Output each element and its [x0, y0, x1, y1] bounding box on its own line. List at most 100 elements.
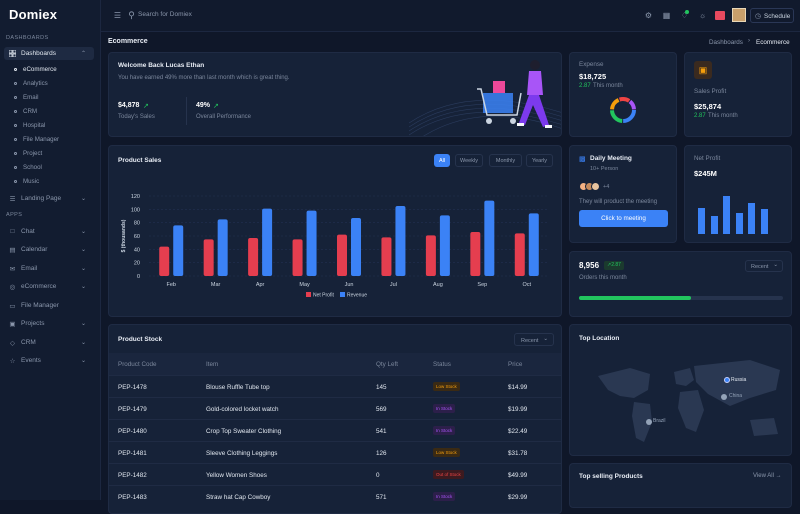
- sales-profit-card: ▣ Sales Profit $25,874 2.87 This month: [684, 52, 792, 137]
- avatar[interactable]: [732, 8, 746, 22]
- sales-profit-change: 2.87: [694, 113, 706, 119]
- bar-net-profit[interactable]: [470, 232, 481, 276]
- chevron-down-icon: ⌄: [80, 321, 86, 327]
- bar-net-profit[interactable]: [159, 246, 170, 276]
- sidebar: Domiex DASHBOARDS Dashboards ⌃ eCommerce…: [0, 0, 101, 500]
- y-tick-label: 0: [137, 274, 140, 280]
- bar-revenue[interactable]: [484, 200, 495, 276]
- todays-sales-label: Today's Sales: [118, 114, 155, 120]
- trend-up-icon: ↗: [213, 103, 219, 110]
- sidebar-item-ecommerce[interactable]: eCommerce: [14, 66, 57, 73]
- flag-icon[interactable]: [715, 11, 725, 20]
- item-name: Blouse Ruffle Tube top: [206, 384, 270, 391]
- video-icon: ▩: [579, 156, 586, 163]
- orders-dropdown[interactable]: Recent ⌄: [745, 260, 783, 272]
- sidebar-item-project[interactable]: Project: [14, 150, 42, 157]
- nav-projects[interactable]: ▣ Projects ⌄: [9, 320, 86, 328]
- table-row[interactable]: PEP-1483 Straw hat Cap Cowboy 571 $29.99 In …: [109, 485, 561, 507]
- search-input[interactable]: Search for Domiex: [138, 11, 192, 18]
- bar-net-profit[interactable]: [248, 238, 259, 276]
- bar-revenue[interactable]: [351, 218, 361, 276]
- table-row[interactable]: PEP-1479 Gold-colored locket watch 569 $19.…: [109, 397, 561, 419]
- click-to-meeting-button[interactable]: Click to meeting: [579, 210, 668, 227]
- sidebar-item-file-manager[interactable]: File Manager: [14, 136, 59, 143]
- nav-dashboards[interactable]: Dashboards ⌃: [4, 47, 94, 60]
- expense-change: 2.87: [579, 83, 591, 89]
- section-apps: APPS: [6, 212, 23, 218]
- chevron-down-icon: ⌄: [773, 262, 778, 268]
- tab-weekly[interactable]: Weekly: [455, 154, 483, 167]
- nav-events[interactable]: ☆ Events ⌄: [9, 357, 86, 365]
- nav-landing-page[interactable]: ☰ Landing Page ⌄: [9, 195, 86, 203]
- legend-label[interactable]: Net Profit: [313, 293, 334, 299]
- bar-revenue[interactable]: [173, 225, 184, 276]
- bar-net-profit[interactable]: [514, 233, 525, 276]
- bar-net-profit[interactable]: [337, 234, 347, 276]
- meeting-text: They will product the meeting: [579, 199, 658, 205]
- net-profit-card: Net Profit $245M: [684, 145, 792, 243]
- app-logo[interactable]: Domiex: [9, 7, 58, 22]
- item-name: Straw hat Cap Cowboy: [206, 494, 271, 501]
- table-row[interactable]: PEP-1480 Crop Top Sweater Clothing 541 $22.…: [109, 419, 561, 441]
- schedule-button[interactable]: ◷ Schedule: [750, 8, 794, 23]
- sidebar-item-music[interactable]: Music: [14, 178, 39, 185]
- tab-monthly[interactable]: Monthly: [489, 154, 522, 167]
- map-marker[interactable]: [646, 419, 652, 425]
- nav-chat[interactable]: □ Chat ⌄: [10, 228, 86, 235]
- view-all-link[interactable]: View All →: [753, 473, 782, 479]
- bar-revenue[interactable]: [217, 219, 228, 276]
- bar-net-profit[interactable]: [425, 235, 436, 276]
- apps-grid-icon[interactable]: ▦: [662, 11, 671, 20]
- bell-icon[interactable]: ♢: [680, 11, 689, 20]
- qty-left: 569: [376, 406, 387, 413]
- shopping-illustration: [477, 60, 552, 128]
- nav-calendar[interactable]: ▤ Calendar ⌄: [9, 246, 86, 254]
- legend-swatch: [306, 292, 311, 297]
- search-icon: ⚲: [128, 10, 135, 20]
- stock-dropdown[interactable]: Recent ⌄: [514, 333, 554, 346]
- nav-crm[interactable]: ◇ CRM ⌄: [10, 339, 86, 347]
- sidebar-item-email[interactable]: Email: [14, 94, 38, 101]
- sidebar-item-analytics[interactable]: Analytics: [14, 80, 48, 87]
- bar-net-profit[interactable]: [292, 239, 303, 276]
- net-profit-value: $245M: [694, 169, 717, 178]
- bar-revenue[interactable]: [439, 215, 450, 276]
- menu-toggle-icon[interactable]: ☰: [113, 11, 122, 20]
- product-stock-card: Product Stock Recent ⌄ Product Code Item…: [108, 324, 562, 514]
- theme-icon[interactable]: ☼: [698, 11, 707, 20]
- trend-up-icon: ↗: [143, 103, 149, 110]
- expense-period: This month: [593, 83, 623, 89]
- table-row[interactable]: PEP-1478 Blouse Ruffle Tube top 145 $14.99 L…: [109, 375, 561, 397]
- arrow-right-icon: →: [775, 473, 782, 479]
- sidebar-item-school[interactable]: School: [14, 164, 42, 171]
- bar-net-profit[interactable]: [381, 237, 392, 276]
- map-marker[interactable]: [724, 377, 730, 383]
- item-name: Yellow Women Shoes: [206, 472, 267, 479]
- table-row[interactable]: PEP-1481 Sleeve Clothing Leggings 126 $31.7…: [109, 441, 561, 463]
- map-marker[interactable]: [721, 394, 727, 400]
- price: $49.99: [508, 472, 528, 479]
- item-name: Sleeve Clothing Leggings: [206, 450, 278, 457]
- meeting-extra-count: +4: [603, 184, 610, 190]
- tab-yearly[interactable]: Yearly: [526, 154, 553, 167]
- bar-revenue[interactable]: [262, 208, 273, 276]
- map-marker-label: China: [729, 393, 743, 399]
- sidebar-item-hospital[interactable]: Hospital: [14, 122, 45, 129]
- nav-file-manager[interactable]: ▭ File Manager: [9, 302, 59, 310]
- legend-label[interactable]: Revenue: [347, 293, 367, 299]
- breadcrumb-parent[interactable]: Dashboards: [709, 39, 743, 46]
- price: $31.78: [508, 450, 528, 457]
- chevron-down-icon: ⌄: [80, 340, 86, 346]
- bar-revenue[interactable]: [306, 210, 317, 276]
- nav-email[interactable]: ✉ Email ⌄: [9, 265, 86, 273]
- bar-revenue[interactable]: [528, 213, 539, 276]
- table-row[interactable]: PEP-1482 Yellow Women Shoes 0 $49.99 Out of …: [109, 463, 561, 485]
- mail-icon: ✉: [9, 265, 16, 273]
- sidebar-item-crm[interactable]: CRM: [14, 108, 37, 115]
- bar-net-profit[interactable]: [203, 239, 214, 276]
- trophy-icon: ☆: [9, 357, 16, 365]
- settings-icon[interactable]: ⚙: [644, 11, 653, 20]
- bar-revenue[interactable]: [395, 206, 406, 276]
- nav-ecommerce[interactable]: ◎ eCommerce ⌄: [9, 283, 86, 291]
- tab-all[interactable]: All: [434, 154, 450, 167]
